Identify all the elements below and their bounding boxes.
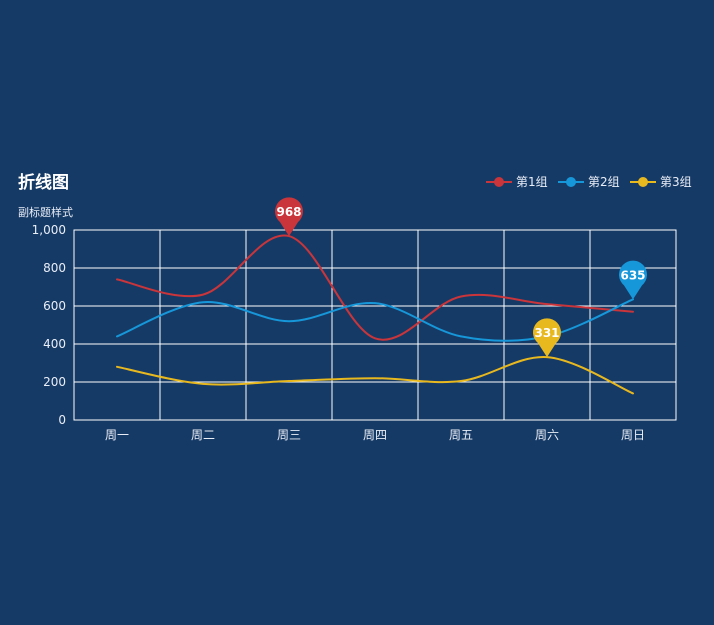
chart-title: 折线图	[18, 172, 69, 193]
series-point	[115, 334, 119, 338]
max-markers: 968 635 331	[275, 197, 648, 358]
series-point	[287, 379, 291, 383]
series-point	[459, 295, 463, 299]
y-tick-label: 0	[58, 413, 66, 427]
series-line-3	[116, 356, 634, 395]
legend-item-2[interactable]: 第2组	[558, 175, 620, 189]
x-tick-label: 周六	[535, 428, 559, 442]
series-point	[115, 365, 119, 369]
max-marker-label: 331	[534, 326, 559, 340]
y-tick-label: 800	[43, 261, 66, 275]
grid: 0 200 400 600 800 1,000 周一 周二 周三 周四 周五 周六 周日	[32, 223, 677, 442]
x-tick-label: 周二	[191, 428, 215, 442]
series-layer	[115, 234, 635, 395]
series-point	[373, 376, 377, 380]
y-tick-label: 1,000	[32, 223, 66, 237]
legend-dot-icon	[494, 177, 504, 187]
legend-item-1[interactable]: 第1组	[486, 175, 548, 189]
series-point	[373, 336, 377, 340]
x-tick-label: 周五	[449, 428, 473, 442]
max-marker-pin	[275, 197, 303, 237]
x-tick-label: 周一	[105, 428, 129, 442]
x-tick-label: 周三	[277, 428, 301, 442]
max-marker-pin	[533, 318, 562, 358]
y-tick-label: 400	[43, 337, 66, 351]
series-point	[201, 382, 205, 386]
chart-subtitle: 副标题样式	[18, 205, 73, 219]
legend: 第1组 第2组 第3组	[486, 175, 692, 189]
legend-item-3[interactable]: 第3组	[630, 175, 692, 189]
y-tick-label: 600	[43, 299, 66, 313]
series-point	[287, 319, 291, 323]
series-point	[201, 300, 205, 304]
legend-label: 第2组	[588, 175, 620, 189]
series-point	[373, 301, 377, 305]
legend-dot-icon	[566, 177, 576, 187]
max-marker-label: 635	[620, 268, 645, 282]
series-point	[545, 302, 549, 306]
legend-label: 第3组	[660, 175, 692, 189]
y-tick-label: 200	[43, 375, 66, 389]
max-marker-pin	[619, 260, 648, 300]
series-point	[459, 334, 463, 338]
series-point	[459, 379, 463, 383]
max-marker-label: 968	[276, 205, 301, 219]
series-line-1	[116, 234, 634, 341]
legend-label: 第1组	[516, 175, 548, 189]
legend-dot-icon	[638, 177, 648, 187]
series-point	[115, 277, 119, 281]
series-point	[201, 293, 205, 297]
x-tick-label: 周日	[621, 428, 645, 442]
plot-border	[73, 229, 677, 421]
x-tick-label: 周四	[363, 428, 387, 442]
series-point	[631, 391, 635, 395]
series-point	[631, 310, 635, 314]
